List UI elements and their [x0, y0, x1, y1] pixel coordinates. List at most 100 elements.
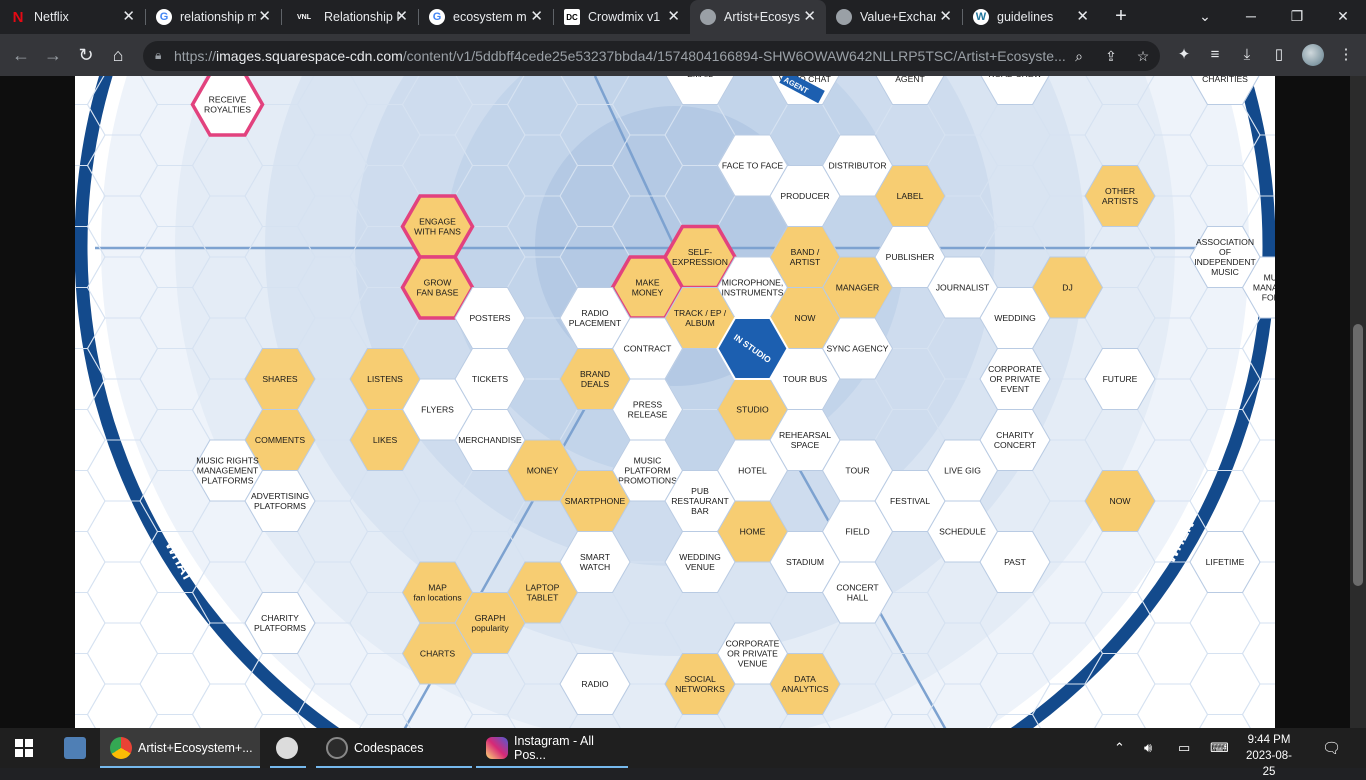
close-icon[interactable]: ✕ [395, 8, 408, 25]
grid-hex [1189, 592, 1261, 654]
hex-label: MUSIC [1264, 273, 1275, 283]
tab-value-exchange[interactable]: Value+Exchar ✕ [826, 0, 962, 34]
page-scrollbar[interactable] [1350, 76, 1366, 728]
hex-label: SHARES [262, 374, 298, 384]
hex-label: OF [1219, 247, 1231, 257]
tab-relationship-search[interactable]: G relationship m ✕ [146, 0, 281, 34]
close-icon[interactable]: ✕ [530, 8, 543, 25]
windows-taskbar: Artist+Ecosystem+... Codespaces Instagra… [0, 728, 1366, 778]
tab-relationship-vnl[interactable]: VNL Relationship I ✕ [282, 0, 418, 34]
media-controls-icon[interactable]: ≡ [1210, 46, 1220, 63]
minimize-button[interactable]: ─ [1246, 8, 1256, 24]
restore-button[interactable]: ❐ [1290, 8, 1304, 24]
calculator-app[interactable] [52, 728, 96, 768]
volume-icon[interactable]: 🔊︎ [1144, 740, 1153, 755]
download-icon[interactable]: ⤓ [1243, 46, 1251, 63]
new-tab-button[interactable]: + [1115, 5, 1127, 27]
hex-label: HOME [740, 527, 766, 537]
center-hex-in-studio: IN STUDIO [716, 317, 789, 380]
system-clock[interactable]: 9:44 PM 2023-08-25 [1240, 732, 1298, 780]
start-button[interactable] [0, 728, 48, 768]
google-icon: G [429, 9, 445, 25]
tab-netflix[interactable]: N Netflix ✕ [0, 0, 145, 34]
lock-icon[interactable]: 🔒︎ [155, 48, 162, 62]
show-hidden-icons-chevron-icon[interactable]: ⌃ [1114, 740, 1125, 755]
grid-hex [1241, 622, 1275, 685]
hex-label: ARTISTS [1102, 196, 1138, 206]
tab-crowdmix[interactable]: DC Crowdmix v1 ✕ [554, 0, 690, 34]
hex-label: FIELD [845, 527, 869, 537]
hex-label: CONCERT [994, 440, 1037, 450]
grid-hex [86, 561, 159, 624]
tab-guidelines[interactable]: W guidelines ✕ [963, 0, 1099, 34]
grid-hex [1241, 134, 1275, 197]
hex-label: ALBUM [685, 318, 715, 328]
hex-label: popularity [471, 623, 509, 633]
grid-hex [75, 653, 106, 715]
hex-label: CONTRACT [624, 344, 672, 354]
side-panel-icon[interactable]: ▯ [1274, 46, 1284, 63]
back-button[interactable]: ← [12, 45, 30, 65]
hex-label: FESTIVAL [890, 496, 930, 506]
share-icon[interactable]: ⇪ [1105, 48, 1117, 64]
menu-kebab-icon[interactable]: ⋮ [1338, 46, 1354, 63]
tab-search-chevron-icon[interactable]: ⌄ [1199, 8, 1211, 24]
hex-shape [875, 76, 945, 105]
hex-label: NETWORKS [675, 684, 725, 694]
hex-label: WEDDING [679, 552, 721, 562]
notifications-icon[interactable]: 🗨︎ [1322, 740, 1342, 757]
forward-button[interactable]: → [44, 45, 62, 65]
bookmark-star-icon[interactable]: ☆ [1136, 48, 1150, 64]
hex-label: AGENT [895, 76, 925, 84]
hex-label: ENGAGE [419, 217, 456, 227]
address-bar[interactable]: 🔒︎ https://images.squarespace-cdn.com/co… [143, 41, 1160, 71]
grid-hex [1241, 317, 1275, 380]
hex-label: SMART [580, 552, 611, 562]
hex-label: HALL [847, 593, 869, 603]
hex-label: INSTRUMENTS [721, 288, 783, 298]
profile-avatar[interactable] [1302, 44, 1324, 66]
reload-button[interactable]: ↻ [78, 45, 94, 65]
taskbar-app-codespaces[interactable]: Codespaces [316, 728, 472, 768]
taskbar-app-instagram[interactable]: Instagram - All Pos... [476, 728, 628, 768]
grid-hex [75, 592, 106, 654]
hex-shape [979, 409, 1051, 471]
close-icon[interactable]: ✕ [122, 8, 135, 25]
close-icon[interactable]: ✕ [258, 8, 271, 25]
hex-lifetime: LIFETIME [1189, 531, 1261, 593]
scrollbar-thumb[interactable] [1353, 324, 1363, 586]
taskbar-pinned-app[interactable] [264, 728, 312, 768]
hex-label: MUSIC [634, 456, 662, 466]
tab-artist-ecosystem[interactable]: Artist+Ecosys ✕ [690, 0, 826, 34]
hex-label: FUTURE [1103, 374, 1138, 384]
vnl-icon: VNL [297, 13, 311, 21]
hex-label: SELF- [688, 247, 712, 257]
grid-hex [1136, 683, 1209, 728]
extensions-icon[interactable]: ✦ [1177, 46, 1191, 63]
close-icon[interactable]: ✕ [1076, 8, 1089, 25]
taskbar-app-chrome[interactable]: Artist+Ecosystem+... [100, 728, 260, 768]
hex-label: CONCERT [836, 583, 879, 593]
hex-label: SMARTPHONE [565, 496, 626, 506]
tab-ecosystem-search[interactable]: G ecosystem m ✕ [419, 0, 553, 34]
close-icon[interactable]: ✕ [803, 8, 816, 25]
url-text[interactable]: https://images.squarespace-cdn.com/conte… [174, 48, 1066, 64]
taskbar-app-label: Artist+Ecosystem+... [138, 741, 253, 755]
home-button[interactable]: ⌂ [112, 45, 124, 65]
close-icon[interactable]: ✕ [939, 8, 952, 25]
hex-publisher: PUBLISHER [874, 226, 946, 288]
close-window-button[interactable]: ✕ [1337, 8, 1349, 24]
zoom-search-icon[interactable]: ⌕ [1075, 48, 1083, 64]
battery-icon[interactable]: ▭ [1178, 740, 1191, 755]
keyboard-icon[interactable]: ⌨ [1210, 740, 1229, 755]
hex-label: PUB [691, 486, 709, 496]
hex-label: LAPTOP [526, 583, 560, 593]
tab-strip: N Netflix ✕ G relationship m ✕ VNL Relat… [0, 0, 1366, 34]
close-icon[interactable]: ✕ [667, 8, 680, 25]
